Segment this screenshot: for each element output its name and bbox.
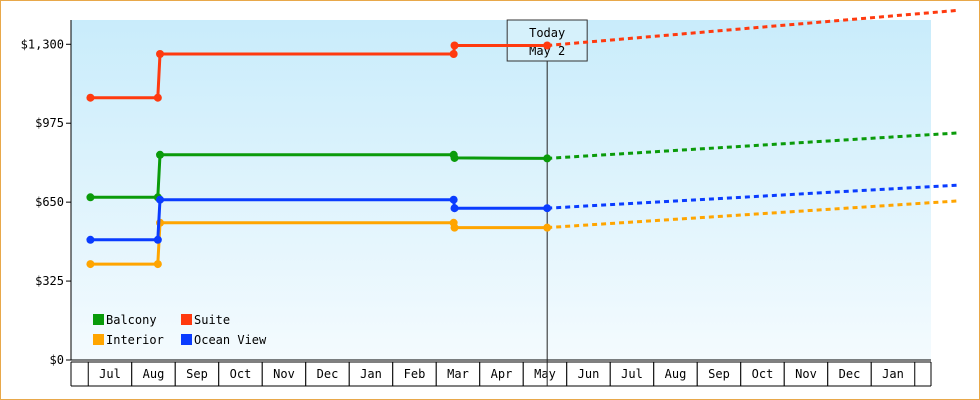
data-point-ocean-view — [156, 195, 165, 204]
x-tick-box — [261, 361, 307, 387]
data-point-interior — [86, 260, 95, 269]
x-tick-box — [740, 361, 785, 387]
data-point-balcony — [156, 150, 165, 159]
legend-swatch-suite — [181, 314, 192, 325]
x-tick-box — [653, 361, 698, 387]
today-marker: Today May 2 — [506, 19, 588, 386]
x-axis: Jul Aug Sep Oct Nov Dec Jan Feb Mar Apr May Jun Jul A… — [70, 359, 932, 387]
x-tick-label: Jan — [360, 367, 382, 381]
x-tick-box — [131, 361, 176, 387]
x-tick-label: Jul — [99, 367, 121, 381]
x-tick-box — [305, 361, 350, 387]
today-box — [506, 19, 588, 62]
series-line-interior — [90, 221, 548, 266]
data-point-ocean-view — [153, 235, 162, 244]
data-point-interior — [153, 260, 162, 269]
today-date: May 2 — [529, 44, 565, 58]
y-tick-label: $0 — [50, 353, 64, 367]
x-tick-label: Nov — [273, 367, 295, 381]
x-tick-label: Dec — [839, 367, 861, 381]
series-line-suite — [90, 44, 548, 100]
plot-area — [71, 20, 931, 360]
x-tick-box — [435, 361, 481, 387]
x-tick-box — [870, 361, 916, 387]
x-tick-label: Dec — [317, 367, 339, 381]
series-line-balcony — [90, 153, 548, 199]
data-point-suite — [543, 41, 552, 50]
legend-swatch-balcony — [93, 314, 104, 325]
x-tick-label: Jul — [621, 367, 643, 381]
x-tick-box — [87, 361, 133, 387]
series-lines — [86, 8, 959, 269]
x-tick-label: Oct — [752, 367, 774, 381]
series-forecast-interior — [547, 199, 959, 230]
data-point-ocean-view — [543, 204, 552, 213]
x-tick-box — [392, 361, 437, 387]
data-point-balcony — [543, 154, 552, 163]
x-tick-box — [696, 361, 742, 387]
y-tick-label: $650 — [35, 195, 64, 209]
legend-swatch-ocean-view — [181, 334, 192, 345]
x-tick-label: Sep — [186, 367, 208, 381]
data-point-balcony — [450, 153, 459, 162]
legend-label-suite: Suite — [194, 313, 230, 327]
series-forecast-balcony — [547, 131, 959, 160]
data-point-suite — [156, 50, 165, 58]
y-tick-label: $325 — [35, 274, 64, 288]
legend-label-ocean-view: Ocean View — [194, 333, 267, 347]
series-line-ocean-view — [90, 198, 548, 242]
x-tick-label: Apr — [491, 367, 513, 381]
legend: Balcony Suite Interior Ocean View — [93, 313, 267, 347]
x-tick-label: Oct — [230, 367, 252, 381]
x-tick-box — [218, 361, 263, 387]
y-tick-label: $975 — [35, 116, 64, 130]
x-tick-label: Aug — [665, 367, 687, 381]
legend-label-interior: Interior — [106, 333, 164, 347]
y-tick-label: $1,300 — [21, 37, 64, 51]
data-point-ocean-view — [449, 195, 458, 204]
series-forecast-ocean-view — [547, 183, 959, 210]
series-forecast-suite — [547, 8, 959, 47]
data-point-suite — [153, 93, 162, 102]
x-tick-label: Nov — [795, 367, 817, 381]
x-tick-label: Jun — [578, 367, 600, 381]
x-tick-box — [783, 361, 829, 387]
data-point-balcony — [86, 193, 95, 202]
data-point-ocean-view — [450, 204, 459, 213]
x-tick-box — [174, 361, 220, 387]
data-point-ocean-view — [86, 235, 95, 244]
x-tick-label: May — [534, 367, 556, 381]
x-tick-box — [827, 361, 872, 387]
data-point-suite — [86, 93, 95, 102]
x-tick-label: Feb — [404, 367, 426, 381]
data-point-interior — [543, 223, 552, 232]
x-tick-label: Mar — [447, 367, 469, 381]
y-axis: $0 $325 $650 $975 $1,300 — [21, 20, 72, 367]
today-label: Today — [529, 26, 565, 40]
x-tick-box — [479, 361, 524, 387]
legend-label-balcony: Balcony — [106, 313, 157, 327]
x-tick-label: Aug — [143, 367, 165, 381]
legend-swatch-interior — [93, 334, 104, 345]
x-tick-label: Sep — [708, 367, 730, 381]
data-point-suite — [450, 41, 459, 50]
data-point-suite — [449, 50, 458, 58]
x-tick-label: Jan — [882, 367, 904, 381]
data-point-interior — [450, 223, 459, 232]
x-tick-box — [348, 361, 394, 387]
x-tick-box — [609, 361, 655, 387]
